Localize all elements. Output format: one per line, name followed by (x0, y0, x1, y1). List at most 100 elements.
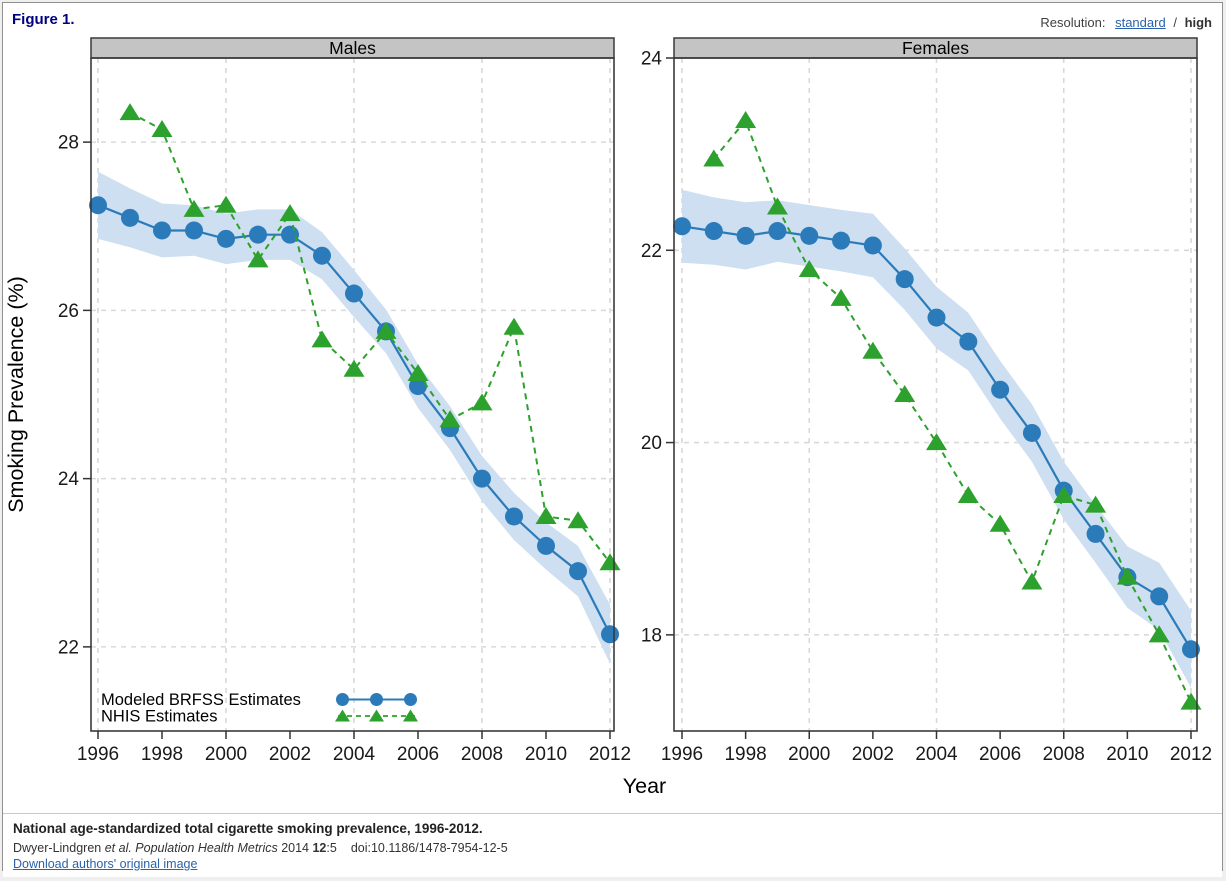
resolution-standard-link[interactable]: standard (1115, 15, 1166, 30)
nhis-point (247, 250, 269, 268)
x-tick-label: 2004 (333, 744, 376, 765)
nhis-point (926, 433, 947, 451)
nhis-point (798, 260, 820, 278)
nhis-point (599, 553, 621, 571)
brfss-point (800, 226, 819, 245)
brfss-point (473, 469, 491, 488)
brfss-point (601, 625, 619, 644)
figure-caption: National age-standardized total cigarett… (3, 813, 1222, 877)
nhis-point (735, 110, 757, 128)
resolution-high-current: high (1184, 15, 1212, 30)
x-tick-label: 2000 (205, 744, 247, 765)
x-tick-label: 1996 (661, 744, 703, 765)
panel-title: Males (329, 38, 376, 58)
x-tick-label: 2012 (1170, 744, 1212, 765)
resolution-label: Resolution: (1040, 15, 1106, 30)
y-tick-label: 24 (641, 49, 663, 70)
prevalence-chart: Males 22 24 26 28 1996 1998 2000 2002 2004 2006 200… (4, 37, 1212, 798)
brfss-point (959, 332, 978, 351)
download-original-image-link[interactable]: Download authors' original image (13, 857, 198, 871)
legend-circle-marker (404, 693, 417, 706)
brfss-point (1182, 640, 1200, 659)
legend-triangle-marker (403, 709, 418, 722)
nhis-point (375, 321, 397, 339)
x-tick-label: 2002 (852, 744, 894, 765)
nhis-point (1116, 567, 1138, 585)
nhis-point (1085, 495, 1107, 513)
x-tick-label: 2008 (461, 744, 503, 765)
nhis-point (343, 359, 365, 377)
nhis-point (183, 199, 205, 217)
brfss-point (537, 536, 555, 555)
brfss-point (89, 196, 107, 215)
brfss-point (1086, 524, 1105, 543)
x-axis-label: Year (623, 774, 666, 798)
brfss-point (895, 270, 914, 289)
legend-label: NHIS Estimates (101, 708, 217, 726)
nhis-point (439, 410, 461, 428)
y-tick-label: 18 (641, 625, 662, 646)
males-panel: Males 22 24 26 28 1996 1998 2000 2002 2004 2006 200… (58, 37, 631, 765)
confidence-band (682, 189, 1191, 688)
brfss-point (863, 236, 882, 255)
y-tick-label: 24 (58, 469, 80, 490)
x-tick-label: 1998 (141, 744, 183, 765)
brfss-point (313, 246, 331, 265)
caption-title: National age-standardized total cigarett… (13, 821, 483, 836)
brfss-point (736, 226, 755, 245)
brfss-point (217, 229, 235, 248)
panel-border (673, 57, 1198, 732)
nhis-point (862, 341, 884, 359)
legend-circle-marker (370, 693, 383, 706)
confidence-band (98, 171, 610, 664)
x-tick-label: 1998 (724, 744, 766, 765)
brfss-point (249, 225, 267, 244)
females-panel: Females 18 20 22 24 1996 1998 2000 2002 2004 2006 2… (641, 37, 1212, 765)
x-tick-label: 2008 (1043, 744, 1085, 765)
nhis-point (1053, 485, 1075, 503)
x-tick-label: 2002 (269, 744, 311, 765)
nhis-point (215, 195, 237, 213)
brfss-point (832, 231, 851, 250)
figure-label: Figure 1. (12, 11, 75, 28)
y-tick-label: 22 (58, 637, 79, 658)
brfss-point (569, 562, 587, 581)
brfss-point (185, 221, 203, 240)
nhis-point (311, 330, 333, 348)
brfss-point (768, 222, 787, 241)
brfss-point (1022, 423, 1041, 442)
y-tick-label: 28 (58, 133, 79, 154)
y-tick-label: 22 (641, 241, 662, 262)
brfss-point (121, 208, 139, 227)
brfss-point (153, 221, 171, 240)
brfss-point (704, 222, 723, 241)
nhis-point (279, 204, 301, 222)
resolution-separator: / (1173, 15, 1177, 30)
brfss-point (673, 217, 691, 236)
nhis-series (119, 103, 621, 571)
x-tick-label: 2010 (1106, 744, 1148, 765)
nhis-point (766, 197, 788, 215)
brfss-point (991, 380, 1010, 399)
y-tick-label: 26 (58, 301, 79, 322)
x-tick-label: 2004 (915, 744, 958, 765)
nhis-point (1021, 572, 1043, 590)
legend-triangle-marker (335, 709, 350, 722)
resolution-switch: Resolution: standard / high (1040, 15, 1212, 30)
x-tick-label: 2010 (525, 744, 567, 765)
nhis-point (957, 485, 979, 503)
panel-title: Females (902, 38, 969, 58)
brfss-point (409, 377, 427, 396)
y-axis-label: Smoking Prevalence (%) (4, 276, 28, 513)
x-tick-label: 2006 (979, 744, 1021, 765)
brfss-point (927, 308, 946, 327)
nhis-point (119, 103, 141, 121)
legend-triangle-marker (369, 709, 384, 722)
brfss-point (345, 284, 363, 303)
nhis-point (535, 506, 557, 524)
figure-header: Figure 1. Resolution: standard / high (12, 11, 1212, 33)
nhis-point (567, 511, 589, 529)
panel-border (90, 57, 615, 732)
